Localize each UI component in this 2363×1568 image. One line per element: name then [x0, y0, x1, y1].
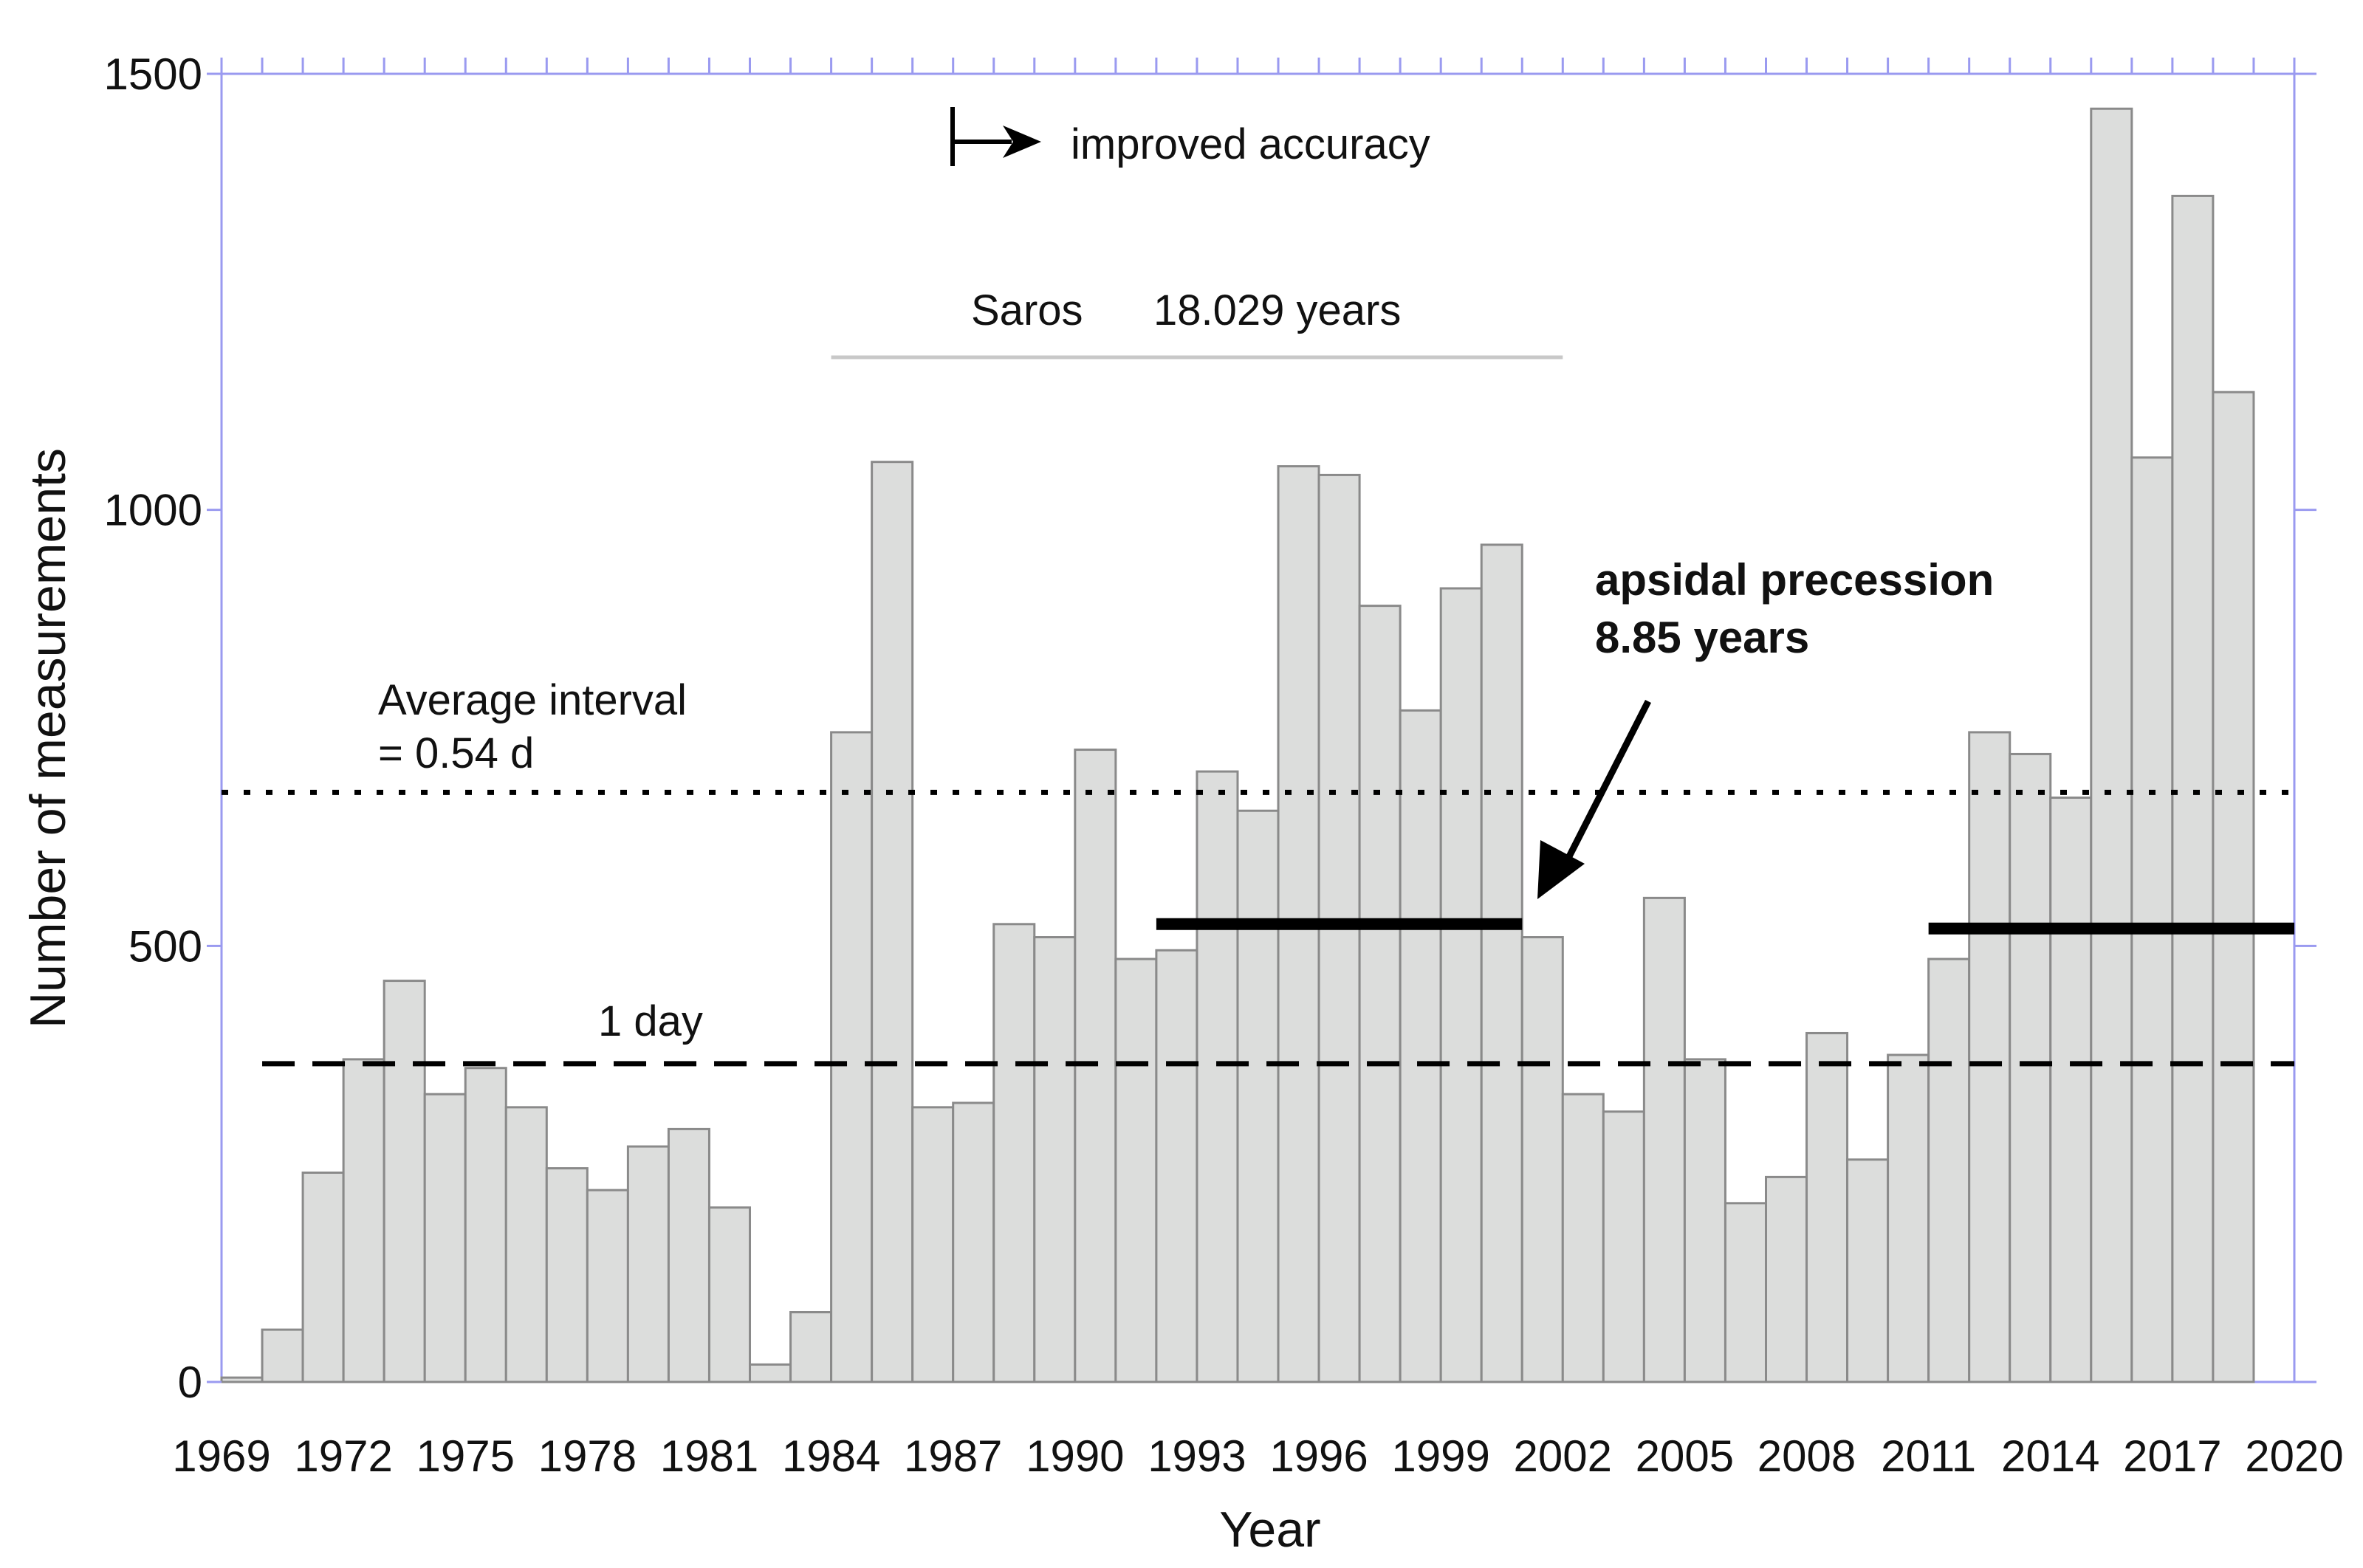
- bar-1994: [1236, 809, 1280, 1383]
- x-tick-label-1996: 1996: [1269, 1431, 1368, 1481]
- bar-2006: [1724, 1202, 1767, 1383]
- x-tick-label-1975: 1975: [416, 1431, 514, 1481]
- bar-1982: [749, 1363, 792, 1383]
- x-tick-label-1981: 1981: [660, 1431, 758, 1481]
- bar-1974: [423, 1093, 467, 1383]
- bar-1988: [992, 923, 1036, 1383]
- x-tick-label-2011: 2011: [1881, 1431, 1976, 1481]
- apsidal-arrow-shaft: [1562, 699, 1652, 866]
- bar-1993: [1196, 770, 1239, 1383]
- bar-1975: [464, 1067, 507, 1383]
- y-tick-label-1500: 1500: [104, 49, 202, 99]
- bar-2008: [1805, 1031, 1849, 1383]
- y-tick-label-0: 0: [178, 1358, 202, 1407]
- bar-1984: [830, 731, 874, 1383]
- x-tick-label-1969: 1969: [172, 1431, 270, 1481]
- bar-2017: [2171, 194, 2215, 1383]
- reference-lines: [222, 789, 2294, 1067]
- bar-1971: [301, 1171, 345, 1383]
- bar-2003: [1602, 1110, 1645, 1383]
- bar-1985: [871, 461, 914, 1383]
- bar-1999: [1439, 587, 1483, 1383]
- saros-annotation: Saros 18.029 years: [831, 286, 1563, 360]
- bar-2004: [1642, 896, 1686, 1383]
- bar-2014: [2049, 797, 2093, 1383]
- bar-1970: [261, 1328, 304, 1383]
- improved-accuracy-marker: improved accuracy: [950, 107, 1430, 168]
- bar-1980: [667, 1127, 710, 1383]
- bars: [220, 107, 2255, 1383]
- bar-1976: [504, 1106, 548, 1383]
- bar-1973: [383, 980, 426, 1383]
- bar-2016: [2130, 456, 2174, 1383]
- axis-ticks: [207, 58, 2316, 1383]
- bar-2011: [1927, 957, 1971, 1383]
- bar-1972: [342, 1058, 385, 1383]
- bar-2007: [1764, 1175, 1808, 1383]
- y-tick-label-1000: 1000: [104, 486, 202, 535]
- bar-2009: [1846, 1158, 1890, 1383]
- bar-1991: [1114, 957, 1158, 1383]
- apsidal-arrow-head: [1537, 840, 1585, 899]
- saros-period-label: 18.029 years: [1153, 286, 1401, 334]
- one-day-label: 1 day: [598, 997, 703, 1045]
- bar-2005: [1683, 1058, 1726, 1383]
- bar-2012: [1968, 731, 2012, 1383]
- bar-1987: [952, 1101, 995, 1383]
- x-tick-label-1990: 1990: [1026, 1431, 1124, 1481]
- x-tick-label-1993: 1993: [1148, 1431, 1246, 1481]
- average-interval-label-line2: = 0.54 d: [378, 729, 534, 777]
- x-tick-label-2017: 2017: [2123, 1431, 2221, 1481]
- bar-1992: [1155, 949, 1198, 1383]
- bar-1981: [707, 1206, 752, 1383]
- apsidal-label-line1: apsidal precession: [1595, 555, 1994, 605]
- x-tick-label-2014: 2014: [2001, 1431, 2099, 1481]
- x-tick-label-1978: 1978: [538, 1431, 637, 1481]
- bar-2015: [2090, 107, 2133, 1383]
- improved-accuracy-label: improved accuracy: [1071, 120, 1430, 168]
- bar-2013: [2009, 752, 2052, 1383]
- bar-1969: [220, 1376, 264, 1383]
- x-axis-title: Year: [1219, 1502, 1320, 1558]
- y-tick-label-500: 500: [128, 921, 202, 971]
- x-tick-label-2008: 2008: [1757, 1431, 1856, 1481]
- x-tick-label-2020: 2020: [2245, 1431, 2343, 1481]
- y-axis-title: Number of measurements: [20, 448, 76, 1028]
- bar-1986: [911, 1106, 955, 1383]
- bar-2018: [2212, 391, 2255, 1383]
- bar-1979: [626, 1145, 670, 1383]
- saros-label: Saros: [971, 286, 1083, 334]
- axis-labels: 1969 1972 1975 1978 1981 1984 1987 1990 1993 1996…: [104, 49, 2344, 1481]
- x-tick-label-1972: 1972: [294, 1431, 392, 1481]
- x-tick-label-1984: 1984: [782, 1431, 880, 1481]
- x-tick-label-1987: 1987: [904, 1431, 1002, 1481]
- bar-1983: [789, 1310, 833, 1383]
- bar-1977: [545, 1167, 589, 1383]
- bar-2001: [1520, 936, 1564, 1383]
- bar-1989: [1033, 936, 1077, 1383]
- x-tick-label-2005: 2005: [1636, 1431, 1734, 1481]
- bar-2010: [1887, 1053, 1930, 1383]
- bar-1997: [1358, 605, 1402, 1383]
- apsidal-annotation: apsidal precession 8.85 years: [1537, 555, 1994, 899]
- average-interval-label-line1: Average interval: [378, 676, 687, 724]
- bar-1978: [586, 1189, 629, 1383]
- apsidal-label-line2: 8.85 years: [1595, 613, 1809, 662]
- bar-2000: [1480, 543, 1523, 1383]
- x-tick-label-2002: 2002: [1514, 1431, 1612, 1481]
- bar-2002: [1561, 1093, 1605, 1383]
- bar-1998: [1399, 709, 1442, 1383]
- x-tick-label-1999: 1999: [1391, 1431, 1489, 1481]
- improved-accuracy-arrow-head: [1003, 125, 1041, 158]
